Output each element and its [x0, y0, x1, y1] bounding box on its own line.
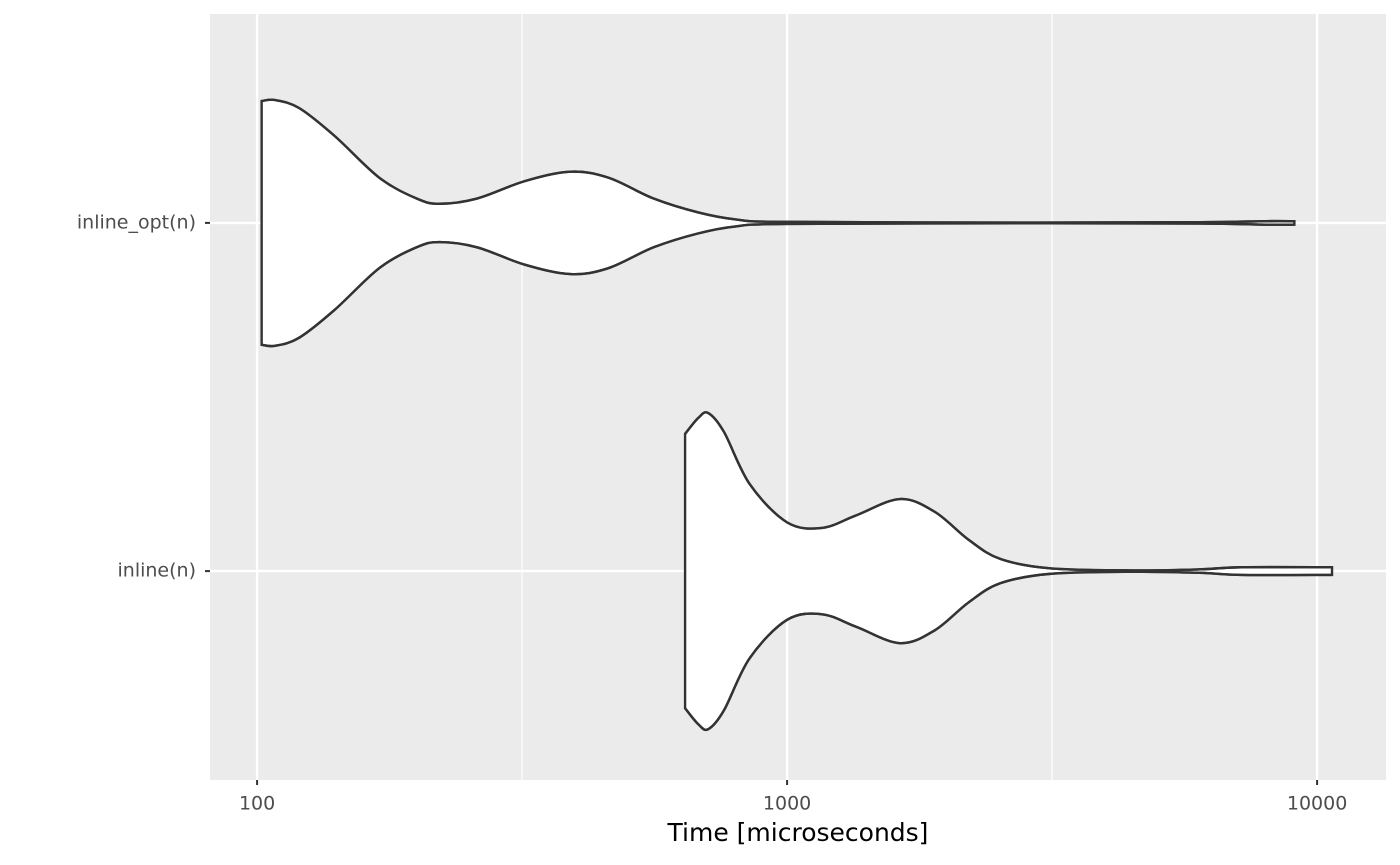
panel: [210, 14, 1386, 780]
y-tick-label: inline_opt(n): [77, 211, 196, 233]
violin-lower-outline: [684, 570, 1333, 732]
y-tick-label: inline(n): [118, 560, 196, 582]
x-tick-label: 1000: [763, 793, 811, 815]
x-axis-title: Time [microseconds]: [667, 818, 929, 847]
x-tick-label: 10000: [1287, 793, 1347, 815]
violin-upper-outline: [684, 411, 1333, 572]
x-tick-label: 100: [239, 793, 275, 815]
violin-lower-outline: [261, 222, 1295, 348]
